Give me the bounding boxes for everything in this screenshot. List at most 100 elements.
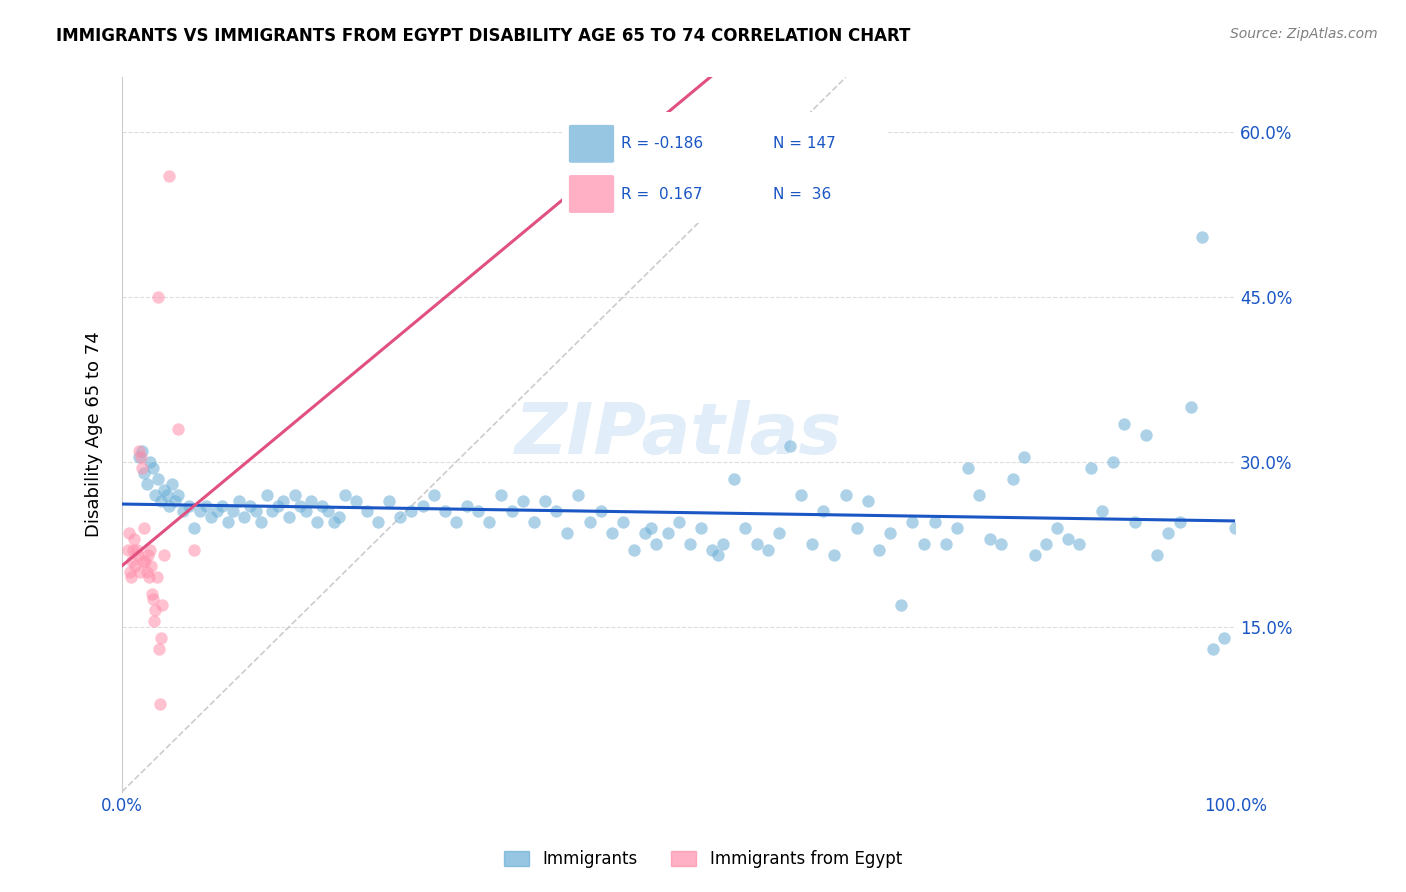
Immigrants: [478, 516, 501, 530]
Immigrants from Egypt: [128, 444, 150, 458]
Immigrants: [456, 499, 478, 513]
Immigrants: [288, 499, 311, 513]
Immigrants: [1202, 641, 1225, 656]
Immigrants: [801, 537, 824, 551]
Immigrants: [467, 504, 489, 518]
Immigrants: [990, 537, 1012, 551]
Immigrants: [157, 499, 180, 513]
Immigrants: [1101, 455, 1123, 469]
Immigrants: [378, 493, 401, 508]
Immigrants: [845, 521, 868, 535]
Immigrants: [734, 521, 756, 535]
Immigrants: [1091, 504, 1114, 518]
Immigrants from Egypt: [166, 422, 188, 436]
Immigrants: [657, 526, 679, 541]
Immigrants: [145, 488, 167, 502]
Immigrants: [668, 516, 690, 530]
Immigrants: [146, 471, 169, 485]
Immigrants: [967, 488, 990, 502]
Immigrants: [294, 504, 316, 518]
Immigrants from Egypt: [127, 549, 149, 563]
Immigrants: [612, 516, 634, 530]
Immigrants: [333, 488, 356, 502]
Immigrants: [706, 549, 728, 563]
Immigrants: [546, 504, 568, 518]
Immigrants: [523, 516, 546, 530]
Immigrants: [228, 493, 250, 508]
Immigrants from Egypt: [124, 532, 146, 546]
Immigrants from Egypt: [134, 521, 156, 535]
Immigrants: [946, 521, 969, 535]
Immigrants from Egypt: [141, 587, 163, 601]
Immigrants: [1225, 521, 1247, 535]
Immigrants from Egypt: [150, 631, 173, 645]
Immigrants: [222, 504, 245, 518]
Immigrants: [311, 499, 333, 513]
Immigrants: [1012, 450, 1035, 464]
Immigrants: [1001, 471, 1024, 485]
Text: R = -0.186: R = -0.186: [620, 136, 703, 152]
Immigrants: [756, 543, 779, 558]
Immigrants: [194, 499, 217, 513]
Immigrants: [284, 488, 307, 502]
Immigrants: [824, 549, 846, 563]
Immigrants: [779, 439, 801, 453]
Immigrants: [957, 460, 980, 475]
Immigrants from Egypt: [142, 592, 165, 607]
Immigrants from Egypt: [129, 450, 152, 464]
Immigrants: [165, 493, 187, 508]
Immigrants: [211, 499, 233, 513]
Immigrants: [250, 516, 273, 530]
Immigrants from Egypt: [128, 565, 150, 579]
Text: N = 147: N = 147: [773, 136, 835, 152]
Immigrants from Egypt: [145, 570, 167, 584]
Immigrants: [299, 493, 322, 508]
Immigrants: [1146, 549, 1168, 563]
Immigrants: [1046, 521, 1069, 535]
Immigrants: [128, 450, 150, 464]
Immigrants: [634, 526, 657, 541]
Immigrants from Egypt: [124, 559, 146, 574]
Immigrants from Egypt: [138, 570, 160, 584]
Immigrants: [745, 537, 768, 551]
Immigrants from Egypt: [132, 554, 155, 568]
Immigrants: [600, 526, 623, 541]
Immigrants: [1191, 229, 1213, 244]
Immigrants: [433, 504, 456, 518]
Immigrants from Egypt: [135, 565, 157, 579]
Immigrants: [172, 504, 194, 518]
Text: IMMIGRANTS VS IMMIGRANTS FROM EGYPT DISABILITY AGE 65 TO 74 CORRELATION CHART: IMMIGRANTS VS IMMIGRANTS FROM EGYPT DISA…: [56, 27, 911, 45]
Immigrants: [1024, 549, 1046, 563]
Immigrants: [177, 499, 200, 513]
Immigrants: [367, 516, 389, 530]
FancyBboxPatch shape: [569, 175, 614, 213]
Immigrants from Egypt: [143, 615, 166, 629]
Immigrants: [401, 504, 423, 518]
Immigrants: [1069, 537, 1091, 551]
Immigrants: [834, 488, 856, 502]
Immigrants: [1112, 417, 1135, 431]
Immigrants: [868, 543, 890, 558]
Immigrants: [489, 488, 512, 502]
Text: Source: ZipAtlas.com: Source: ZipAtlas.com: [1230, 27, 1378, 41]
Immigrants: [205, 504, 228, 518]
Immigrants: [142, 460, 165, 475]
Text: ZIPatlas: ZIPatlas: [515, 401, 842, 469]
Immigrants from Egypt: [149, 697, 172, 711]
Immigrants: [1168, 516, 1191, 530]
Immigrants: [501, 504, 523, 518]
Immigrants: [1035, 537, 1057, 551]
Immigrants: [278, 510, 301, 524]
Immigrants: [160, 477, 183, 491]
Immigrants from Egypt: [118, 565, 141, 579]
Immigrants: [924, 516, 946, 530]
Text: N =  36: N = 36: [773, 186, 831, 202]
Immigrants: [200, 510, 222, 524]
Immigrants: [979, 532, 1001, 546]
Immigrants: [690, 521, 713, 535]
Immigrants: [534, 493, 557, 508]
Y-axis label: Disability Age 65 to 74: Disability Age 65 to 74: [86, 332, 103, 538]
Immigrants: [1157, 526, 1180, 541]
Immigrants: [256, 488, 278, 502]
Immigrants: [901, 516, 924, 530]
